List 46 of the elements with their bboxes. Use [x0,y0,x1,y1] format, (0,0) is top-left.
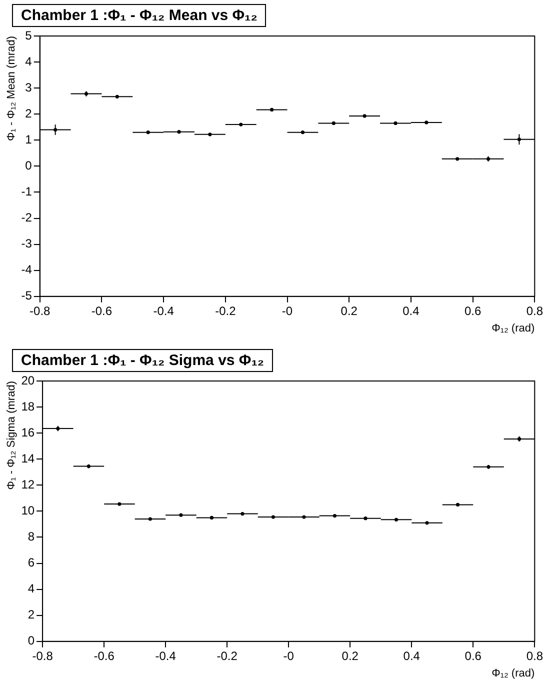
y-tick-label: 16 [21,425,35,440]
y-tick-label: -5 [21,288,32,303]
x-tick-label: -0.2 [215,304,236,318]
y-tick-label: 12 [21,477,35,492]
y-tick-label: 3 [25,80,32,94]
y-tick-label: 4 [28,582,35,596]
x-tick-label: -0.8 [30,304,51,318]
y-tick-label: -3 [21,236,32,251]
x-axis-title: Φ₁₂ (rad) [492,667,535,680]
x-tick-label: -0 [283,648,294,663]
chart-title: Chamber 1 :Φ₁ - Φ₁₂ Sigma vs Φ₁₂ [12,349,274,372]
x-tick-label: 0.2 [342,648,359,663]
x-tick-label: 0.2 [340,304,358,318]
y-tick-label: 0 [28,634,35,648]
x-tick-label: -0.6 [91,304,112,318]
y-tick-label: 0 [25,158,32,173]
x-tick-label: -0.2 [216,648,238,663]
y-tick-label: 8 [28,530,35,544]
x-tick-label: 0.6 [464,304,482,318]
y-tick-label: 10 [21,504,35,518]
x-tick-label: -0 [282,304,293,318]
y-tick-label: -1 [21,184,32,199]
y-tick-label: 18 [21,399,35,414]
y-axis-title: Φ₁ - Φ₁₂ Mean (mrad) [6,36,18,142]
y-tick-label: 4 [25,54,32,68]
y-tick-label: -2 [21,210,32,225]
y-tick-label: 5 [25,28,32,42]
y-tick-label: 1 [25,132,32,146]
x-tick-label: 0.6 [464,648,482,663]
y-tick-label: 6 [28,556,35,570]
y-tick-label: 20 [21,373,35,388]
x-tick-label: -0.4 [155,648,176,663]
y-tick-label: 2 [25,106,32,120]
x-tick-label: 0.4 [402,304,420,318]
x-axis-title: Φ₁₂ (rad) [492,322,535,334]
x-tick-label: 0.8 [526,304,544,318]
x-tick-label: -0.4 [153,304,174,318]
x-tick-label: 0.8 [526,648,544,663]
y-axis-title: Φ₁ - Φ₁₂ Sigma (mrad) [6,381,18,490]
x-tick-label: -0.8 [32,648,54,663]
x-tick-label: 0.4 [403,648,420,663]
y-tick-label: 14 [21,451,35,466]
x-tick-label: -0.6 [94,648,115,663]
chart-title: Chamber 1 :Φ₁ - Φ₁₂ Mean vs Φ₁₂ [12,4,266,27]
y-tick-label: 2 [28,608,35,622]
y-tick-label: -4 [21,262,32,277]
